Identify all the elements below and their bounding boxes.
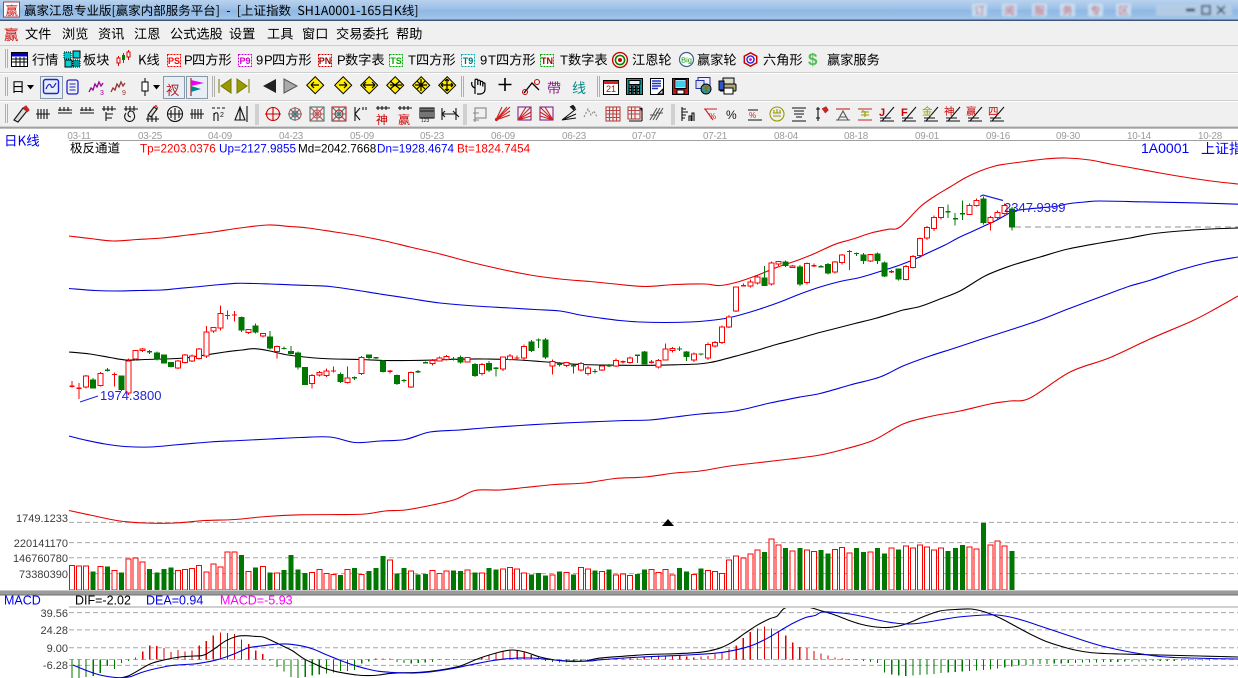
svg-text:21: 21 — [606, 84, 616, 94]
svg-text:$: $ — [808, 50, 818, 69]
svg-text:10-28: 10-28 — [1198, 131, 1223, 142]
svg-text:06-09: 06-09 — [491, 131, 515, 142]
svg-text:08-04: 08-04 — [774, 131, 799, 142]
svg-text:2: 2 — [220, 112, 224, 119]
svg-text:9: 9 — [480, 53, 487, 68]
svg-text:03-25: 03-25 — [138, 131, 163, 142]
svg-text:Bt=1824.7454: Bt=1824.7454 — [457, 143, 531, 156]
svg-text:Up=2127.9855: Up=2127.9855 — [219, 143, 297, 156]
svg-text:MACD=-5.93: MACD=-5.93 — [220, 594, 293, 608]
svg-text:2347.9399: 2347.9399 — [1004, 200, 1065, 215]
svg-text:Md=2042.7668: Md=2042.7668 — [298, 143, 376, 156]
svg-text:MACD: MACD — [4, 594, 41, 608]
svg-text:-6.28: -6.28 — [43, 660, 68, 672]
svg-text:1749.1233: 1749.1233 — [16, 513, 68, 525]
svg-text:PN: PN — [319, 56, 332, 66]
svg-text:24.28: 24.28 — [40, 625, 68, 637]
svg-text:%: % — [726, 108, 737, 122]
svg-text:P: P — [184, 53, 193, 68]
svg-text:04-23: 04-23 — [279, 131, 304, 142]
svg-text:P9: P9 — [239, 56, 250, 66]
svg-text:T: T — [408, 53, 416, 68]
svg-text:F: F — [901, 107, 908, 119]
svg-text:9: 9 — [122, 90, 126, 97]
svg-text:1974.3800: 1974.3800 — [100, 388, 161, 403]
svg-text:PS: PS — [168, 56, 180, 66]
svg-text:123: 123 — [421, 118, 430, 124]
svg-text:Tp=2203.0376: Tp=2203.0376 — [140, 143, 216, 156]
svg-text:9: 9 — [256, 53, 263, 68]
svg-text:P: P — [337, 53, 346, 68]
svg-text:07-07: 07-07 — [632, 131, 656, 142]
svg-text:09-16: 09-16 — [986, 131, 1011, 142]
svg-text:T9: T9 — [463, 56, 474, 66]
svg-text:04-09: 04-09 — [208, 131, 232, 142]
svg-text:3: 3 — [100, 90, 104, 97]
svg-text:03-11: 03-11 — [67, 131, 90, 142]
svg-text:TN: TN — [541, 56, 553, 66]
svg-text:TS: TS — [390, 56, 402, 66]
svg-text:DIF=-2.02: DIF=-2.02 — [75, 594, 131, 608]
svg-text:%: % — [709, 112, 716, 121]
svg-text:1A0001: 1A0001 — [1141, 140, 1189, 156]
svg-text:T: T — [560, 53, 568, 68]
svg-text:P: P — [264, 53, 273, 68]
svg-text:08-18: 08-18 — [844, 131, 869, 142]
svg-text:Dn=1928.4674: Dn=1928.4674 — [377, 143, 455, 156]
svg-text:09-30: 09-30 — [1056, 131, 1081, 142]
svg-text:T: T — [488, 53, 496, 68]
svg-text:10-14: 10-14 — [1127, 131, 1152, 142]
svg-text:73380390: 73380390 — [19, 569, 68, 581]
svg-text:146760780: 146760780 — [13, 553, 68, 565]
svg-text:39.56: 39.56 — [40, 608, 68, 620]
svg-text:05-09: 05-09 — [350, 131, 374, 142]
svg-text:07-21: 07-21 — [703, 131, 727, 142]
svg-text:220141170: 220141170 — [14, 538, 68, 550]
svg-text:DEA=0.94: DEA=0.94 — [146, 594, 203, 608]
svg-text:%: % — [749, 111, 756, 120]
svg-text:05-23: 05-23 — [420, 131, 445, 142]
svg-text:09-01: 09-01 — [915, 131, 939, 142]
svg-text:06-23: 06-23 — [562, 131, 587, 142]
svg-text:9.00: 9.00 — [47, 643, 68, 655]
svg-text:J: J — [879, 107, 885, 119]
svg-text:Big: Big — [681, 56, 692, 65]
